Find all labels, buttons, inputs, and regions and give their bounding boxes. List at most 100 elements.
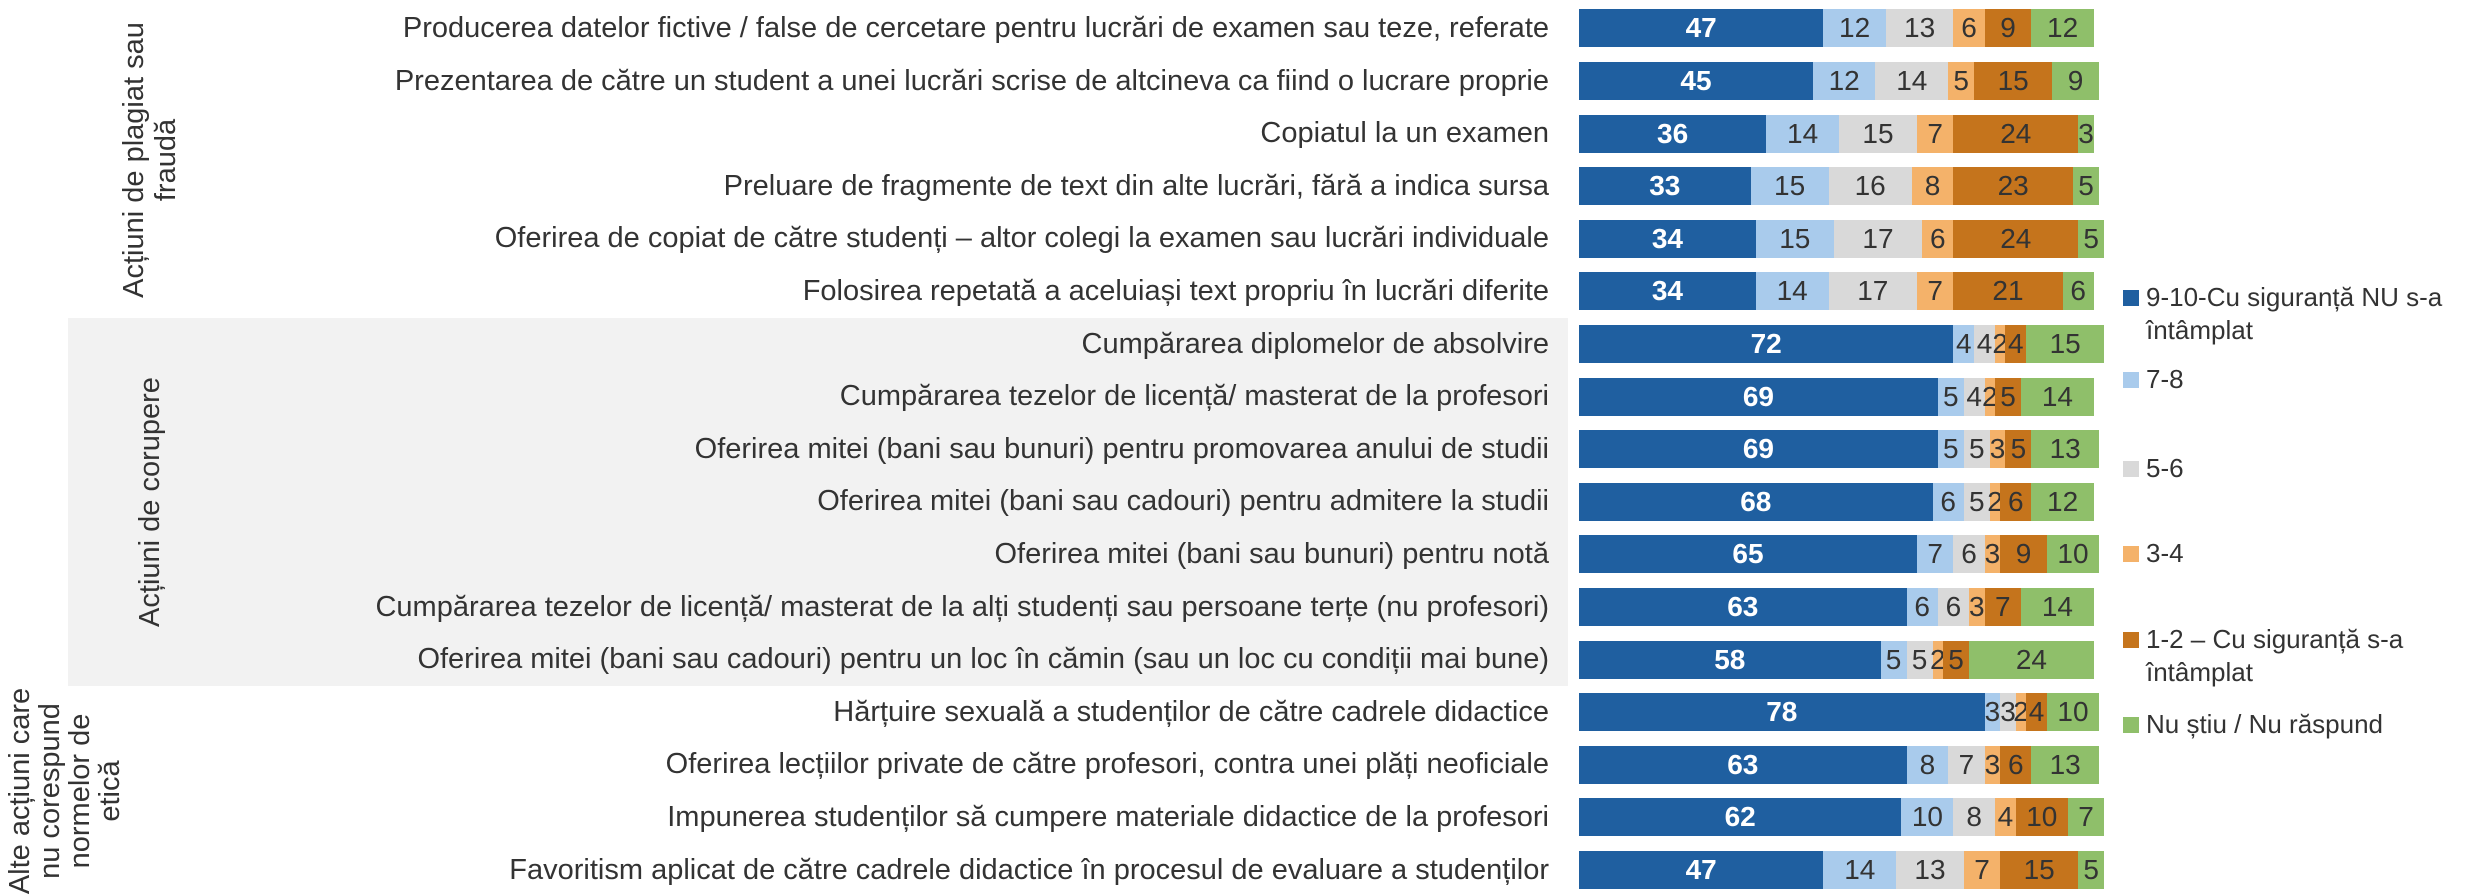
category-label: Impunerea studenților să cumpere materia… — [667, 801, 1549, 833]
bar-segment: 2 — [1982, 377, 1998, 416]
bar-segment: 6 — [2000, 482, 2032, 521]
bar-segment: 21 — [1953, 272, 2063, 311]
bar-segment: 7 — [2067, 798, 2105, 837]
bar-segment: 12 — [1823, 9, 1886, 48]
bar-segment: 12 — [2031, 9, 2094, 48]
group-label: Alte acțiuni care nu corespund normelor … — [3, 687, 126, 895]
legend-label: 9-10-Cu siguranță NU s-a întâmplat — [2146, 282, 2443, 345]
legend-swatch — [2123, 632, 2139, 648]
bar-segment: 24 — [1969, 640, 2094, 679]
bar-segment: 9 — [2052, 61, 2099, 100]
bar-segment: 16 — [1828, 167, 1912, 206]
bar-segment: 14 — [1875, 61, 1949, 100]
bar-segment: 34 — [1579, 219, 1756, 258]
bar-segment: 8 — [1953, 798, 1995, 837]
bar-segment: 47 — [1579, 9, 1824, 48]
bar-segment: 6 — [2000, 745, 2032, 784]
legend-label: 5-6 — [2146, 453, 2184, 483]
bar-segment: 6 — [1906, 587, 1938, 626]
legend-swatch — [2123, 461, 2139, 477]
bar-segment: 10 — [2047, 693, 2099, 732]
bar-segment: 45 — [1579, 61, 1813, 100]
bar-segment: 3 — [1984, 535, 2001, 574]
bar-segment: 63 — [1579, 745, 1907, 784]
bar-segment: 7 — [1917, 114, 1954, 153]
group-background — [68, 317, 1568, 686]
bar-segment: 5 — [1963, 430, 1990, 469]
bar-segment: 13 — [2031, 745, 2099, 784]
legend-swatch — [2123, 372, 2139, 388]
bar-segment: 3 — [1984, 745, 2001, 784]
category-label: Oferirea mitei (bani sau cadouri) pentru… — [817, 485, 1549, 518]
bar-segment: 4 — [2026, 693, 2047, 732]
bar-segment: 15 — [1755, 219, 1834, 258]
bar-segment: 58 — [1579, 640, 1881, 679]
category-label: Oferirea mitei (bani sau bunuri) pentru … — [694, 432, 1549, 465]
bar-segment: 4 — [1963, 377, 1985, 416]
bar-segment: 9 — [1984, 9, 2032, 48]
bar-segment: 78 — [1579, 693, 1985, 732]
bar-segment: 5 — [2078, 850, 2105, 889]
bar-segment: 24 — [1953, 114, 2079, 153]
bar-segment: 62 — [1579, 798, 1902, 837]
category-label: Folosirea repetată a aceluiași text prop… — [802, 275, 1549, 307]
category-label: Cumpărarea tezelor de licență/ masterat … — [839, 380, 1549, 413]
bar-segment: 4 — [1995, 798, 2016, 837]
bar-segment: 5 — [1937, 430, 1964, 469]
bar-segment: 5 — [1995, 377, 2021, 416]
bar-segment: 15 — [2000, 850, 2079, 889]
category-label: Oferirea mitei (bani sau cadouri) pentru… — [417, 643, 1549, 676]
bar-segment: 68 — [1579, 482, 1933, 521]
bar-segment: 4 — [1974, 324, 1995, 363]
legend-label: Nu știu / Nu răspund — [2146, 709, 2384, 739]
bar-segment: 2 — [1992, 324, 2008, 363]
bar-segment: 13 — [1885, 9, 1954, 48]
bar-segment: 3 — [2078, 114, 2094, 153]
bar-segment: 4 — [2005, 324, 2027, 363]
bar-segment: 23 — [1953, 167, 2073, 206]
bar-segment: 2 — [1930, 640, 1946, 679]
bar-segment: 4 — [1953, 324, 1975, 363]
bar-segment: 14 — [1755, 272, 1829, 311]
bar-segment: 7 — [1963, 850, 2001, 889]
bar-segment: 6 — [1953, 535, 1985, 574]
bar-segment: 7 — [1948, 745, 1985, 784]
bar-segment: 15 — [2026, 324, 2105, 363]
bar-segment: 6 — [1953, 9, 1985, 48]
bar-segment: 10 — [2047, 535, 2099, 574]
bar-segment: 63 — [1579, 587, 1907, 626]
bar-segment: 7 — [1917, 535, 1954, 574]
bar-segment: 69 — [1579, 377, 1938, 416]
category-label: Preluare de fragmente de text din alte l… — [723, 169, 1549, 202]
bar-segment: 12 — [1813, 61, 1876, 100]
category-label: Copiatul la un examen — [1260, 117, 1549, 150]
bar-segment: 5 — [2005, 430, 2032, 469]
bar-segment: 14 — [1766, 114, 1839, 153]
bar-segment: 7 — [1917, 272, 1954, 311]
bar-segment: 5 — [1880, 640, 1907, 679]
bar-segment: 3 — [1969, 587, 1985, 626]
legend-swatch — [2123, 546, 2139, 562]
bar-segment: 14 — [2021, 377, 2094, 416]
bar-segment: 69 — [1579, 430, 1938, 469]
bar-segment: 14 — [2021, 587, 2094, 626]
bar-segment: 13 — [1896, 850, 1964, 889]
bar-segment: 10 — [1901, 798, 1954, 837]
bar-segment: 17 — [1833, 219, 1923, 258]
bar-segment: 15 — [1974, 61, 2053, 100]
bar-segment: 15 — [1750, 167, 1829, 206]
bar-segment: 2 — [2013, 693, 2029, 732]
bar-segment: 5 — [2073, 167, 2099, 206]
category-label: Prezentarea de către un student a unei l… — [394, 64, 1549, 97]
bar-segment: 3 — [1989, 430, 2006, 469]
bar-segment: 12 — [2031, 482, 2094, 521]
bar-segment: 3 — [2000, 693, 2016, 732]
legend-label: 3-4 — [2146, 538, 2184, 568]
legend-swatch — [2123, 717, 2139, 733]
bar-segment: 5 — [1937, 377, 1964, 416]
category-label: Oferirea mitei (bani sau bunuri) pentru … — [994, 538, 1549, 570]
bar-segment: 6 — [2062, 272, 2094, 311]
bar-segment: 33 — [1579, 167, 1751, 206]
bar-segment: 7 — [1984, 587, 2021, 626]
bar-segment: 10 — [2015, 798, 2068, 837]
